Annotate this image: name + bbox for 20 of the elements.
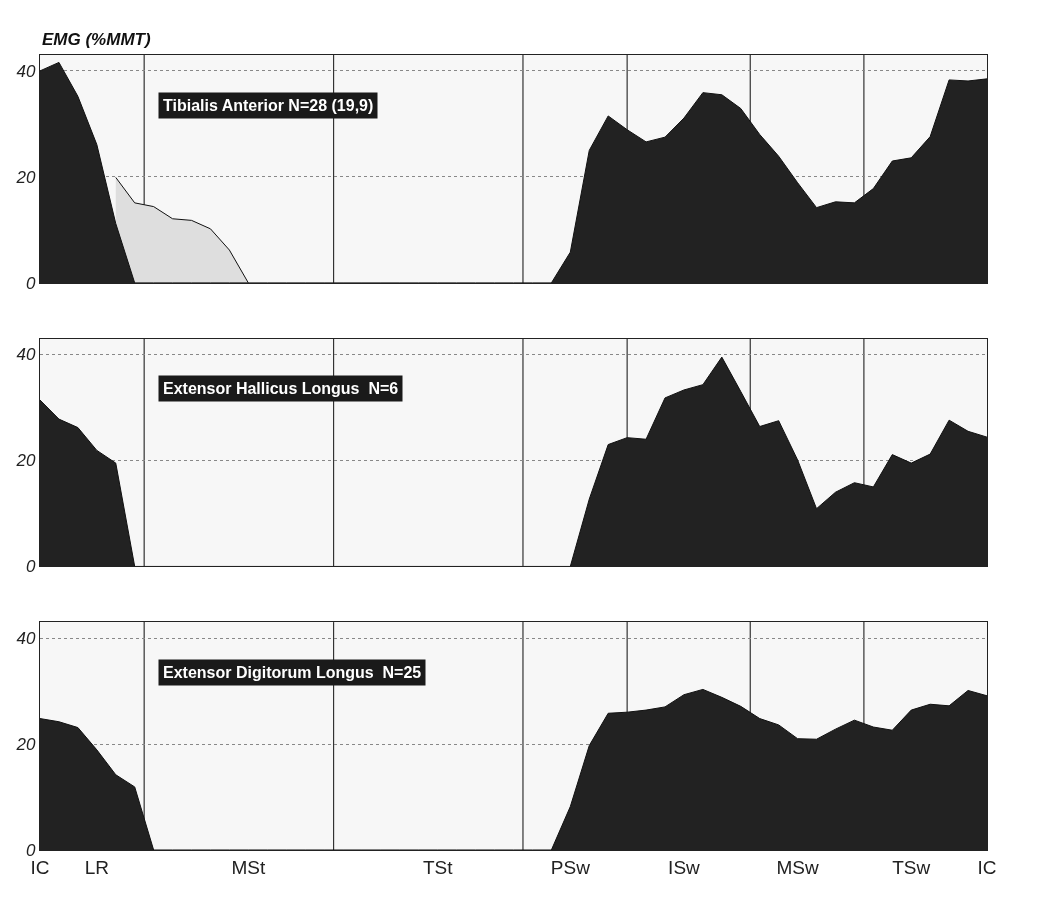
y-tick-label: 40 bbox=[16, 345, 37, 365]
x-tick-label: MSw bbox=[776, 856, 819, 878]
x-tick-label: TSt bbox=[422, 856, 454, 878]
y-tick-label: 20 bbox=[15, 167, 37, 187]
y-tick-label: 0 bbox=[26, 273, 37, 293]
y-axis-title: EMG (%MMT) bbox=[42, 30, 151, 49]
x-tick-label: PSw bbox=[550, 856, 591, 878]
y-tick-label: 0 bbox=[26, 557, 37, 577]
x-tick-label: LR bbox=[84, 856, 109, 878]
x-tick-label: IC bbox=[977, 856, 997, 878]
annotation: Extensor Hallicus Longus N=6 bbox=[163, 380, 399, 397]
y-tick-label: 40 bbox=[16, 61, 37, 81]
annotation: Tibialis Anterior N=28 (19,9) bbox=[163, 97, 374, 114]
x-tick-label: ISw bbox=[668, 856, 701, 878]
x-tick-label: MSt bbox=[231, 856, 266, 878]
y-tick-label: 20 bbox=[15, 734, 37, 754]
y-tick-label: 40 bbox=[16, 628, 37, 648]
annotation: Extensor Digitorum Longus N=25 bbox=[163, 664, 422, 681]
x-tick-label: TSw bbox=[892, 856, 931, 878]
y-tick-label: 20 bbox=[15, 451, 37, 471]
